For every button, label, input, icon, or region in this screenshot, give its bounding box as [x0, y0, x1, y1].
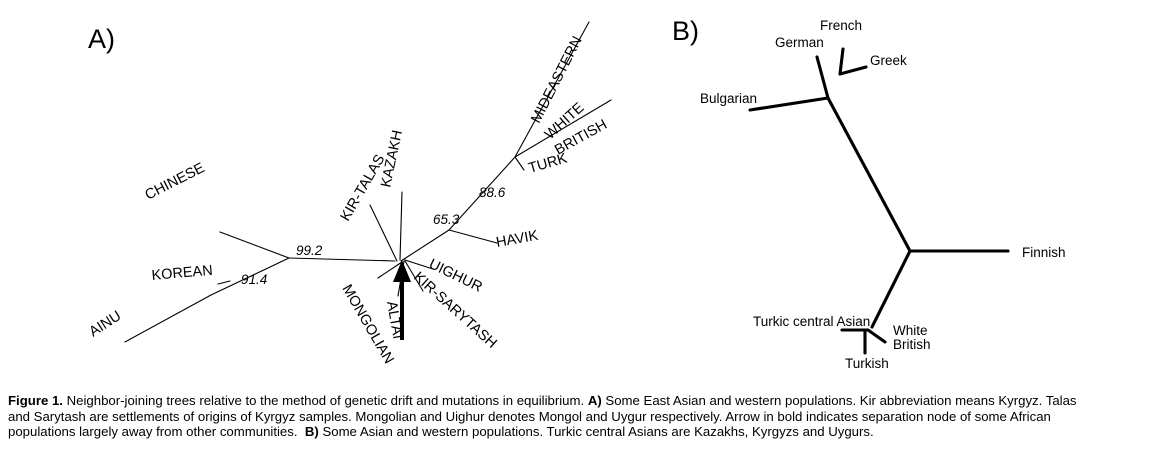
- svg-text:AINU: AINU: [86, 308, 124, 340]
- svg-text:91.4: 91.4: [241, 272, 267, 287]
- svg-text:Bulgarian: Bulgarian: [700, 91, 757, 106]
- svg-text:White: White: [893, 323, 928, 338]
- svg-text:Finnish: Finnish: [1022, 245, 1066, 260]
- svg-text:Greek: Greek: [870, 53, 907, 68]
- svg-text:65.3: 65.3: [433, 212, 460, 227]
- svg-text:CHINESE: CHINESE: [143, 160, 208, 204]
- svg-text:KIR-TALAS: KIR-TALAS: [338, 152, 389, 224]
- svg-text:B): B): [672, 16, 699, 46]
- svg-text:99.2: 99.2: [296, 243, 323, 258]
- svg-text:A): A): [88, 24, 115, 54]
- svg-text:HAVIK: HAVIK: [495, 228, 540, 251]
- svg-text:British: British: [893, 337, 931, 352]
- svg-text:Turkic central Asian: Turkic central Asian: [753, 314, 870, 329]
- svg-text:KOREAN: KOREAN: [151, 263, 213, 284]
- svg-text:88.6: 88.6: [479, 185, 506, 200]
- svg-text:French: French: [820, 18, 862, 33]
- svg-text:German: German: [775, 35, 824, 50]
- svg-text:Turkish: Turkish: [845, 356, 889, 371]
